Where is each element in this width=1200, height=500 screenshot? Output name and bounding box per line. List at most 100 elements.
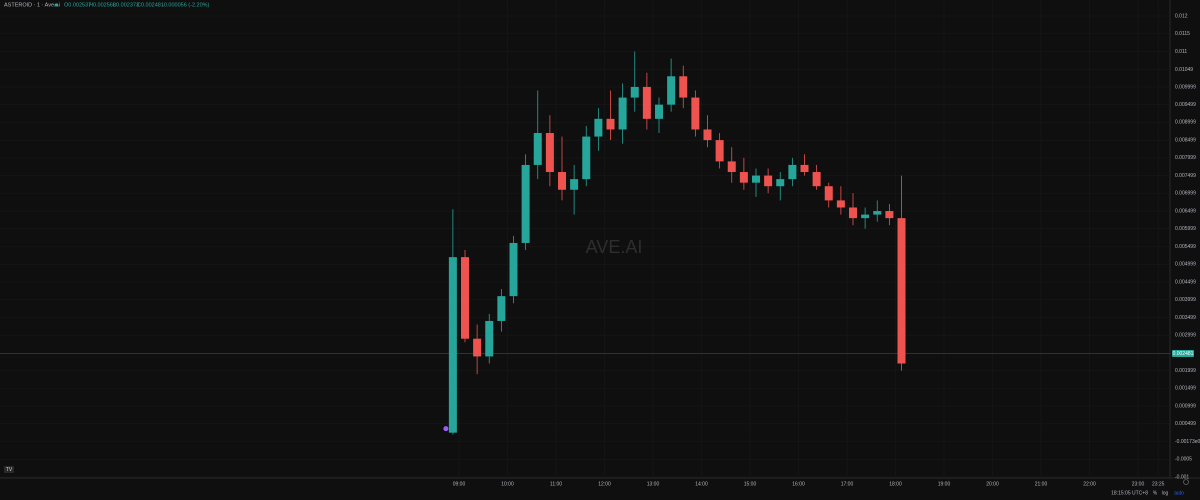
candles bbox=[0, 51, 1170, 435]
y-tick-label: 0.000499 bbox=[1175, 421, 1196, 427]
candle-body bbox=[473, 338, 482, 357]
y-tick-label: 0.009999 bbox=[1175, 84, 1196, 90]
candle-body bbox=[691, 97, 700, 130]
ohlc-open: O0.002537 bbox=[64, 2, 91, 8]
candle-body bbox=[727, 161, 736, 173]
candle-body bbox=[630, 86, 639, 98]
y-tick-label: 0.005499 bbox=[1175, 244, 1196, 250]
candle-body bbox=[533, 133, 542, 165]
candle-body bbox=[558, 172, 566, 190]
candle-body bbox=[642, 86, 651, 119]
y-tick-label: 0.007499 bbox=[1175, 173, 1196, 179]
candle-body bbox=[873, 211, 882, 215]
candle-body bbox=[545, 133, 554, 173]
ohlc-close: C0.002481 bbox=[137, 2, 164, 8]
last-price-box bbox=[1172, 350, 1194, 358]
x-tick-label: 12:00 bbox=[598, 481, 611, 487]
candle-body bbox=[667, 76, 676, 105]
y-tick-label: 0.001499 bbox=[1175, 386, 1196, 392]
x-tick-label: 13:00 bbox=[647, 481, 660, 487]
x-tick-label: 18:00 bbox=[889, 481, 902, 487]
tv-logo: TV bbox=[4, 466, 14, 473]
y-tick-label: 0.0115 bbox=[1175, 31, 1190, 37]
y-tick-label: 0.004499 bbox=[1175, 279, 1196, 285]
x-tick-label: 16:00 bbox=[792, 481, 805, 487]
y-tick-label: 0.001999 bbox=[1175, 368, 1196, 374]
candle-body bbox=[461, 257, 469, 339]
x-tick-label: 10:00 bbox=[501, 481, 514, 487]
clock: 18:15:05 UTC+8 bbox=[1111, 490, 1148, 496]
y-tick-label: 0.006499 bbox=[1175, 208, 1196, 214]
symbol: ASTEROID · 1 · Ave.ai bbox=[4, 2, 60, 8]
candle-body bbox=[582, 136, 591, 180]
x-tick-label: 15:00 bbox=[744, 481, 757, 487]
log-toggle[interactable]: log bbox=[1162, 490, 1169, 496]
x-tick-label: 22:00 bbox=[1083, 481, 1096, 487]
y-tick-label: 0.000999 bbox=[1175, 403, 1196, 409]
settings-icon[interactable] bbox=[1183, 479, 1189, 485]
y-tick-label: 0.004999 bbox=[1175, 262, 1196, 268]
y-tick-label: -0.0005 bbox=[1175, 457, 1192, 463]
y-tick-label: 0.009499 bbox=[1175, 102, 1196, 108]
watermark: AVE.AI bbox=[586, 237, 643, 257]
candle-body bbox=[849, 207, 857, 219]
x-tick-label: 21:00 bbox=[1035, 481, 1048, 487]
candle-body bbox=[618, 97, 627, 130]
auto-toggle[interactable]: auto bbox=[1174, 490, 1184, 496]
y-tick-label: 0.008999 bbox=[1175, 120, 1196, 126]
y-tick-label: 0.005999 bbox=[1175, 226, 1196, 232]
candle-body bbox=[655, 104, 663, 119]
x-tick-label: 17:00 bbox=[841, 481, 854, 487]
percent-toggle[interactable]: % bbox=[1153, 490, 1158, 496]
candle-body bbox=[824, 186, 833, 201]
candle-body bbox=[703, 129, 712, 141]
candle-body bbox=[521, 164, 530, 243]
ohlc-change: -0.000056 (-2.20%) bbox=[162, 2, 210, 8]
svg-text:TV: TV bbox=[6, 467, 13, 473]
y-tick-label: -0.001 bbox=[1175, 474, 1189, 480]
candle-body bbox=[509, 242, 518, 297]
ohlc-high: H0.002568 bbox=[89, 2, 116, 8]
candle-body bbox=[739, 172, 748, 183]
y-tick-label: 0.007999 bbox=[1175, 155, 1196, 161]
status-dot bbox=[54, 3, 58, 7]
candle-body bbox=[885, 211, 894, 219]
candle-body bbox=[800, 164, 809, 173]
x-tick-label: 23:25 bbox=[1152, 481, 1165, 487]
candle-body bbox=[788, 164, 797, 180]
candle-body bbox=[861, 214, 870, 219]
y-tick-label: 0.008499 bbox=[1175, 137, 1196, 143]
candle-body bbox=[679, 76, 688, 98]
candle-body bbox=[836, 200, 845, 208]
candle-body bbox=[497, 296, 506, 321]
x-tick-label: 19:00 bbox=[938, 481, 951, 487]
y-tick-label: 0.01049 bbox=[1175, 67, 1193, 73]
x-tick-label: 11:00 bbox=[550, 481, 562, 487]
y-tick-label: 0.003999 bbox=[1175, 297, 1196, 303]
candle-body bbox=[570, 179, 579, 190]
candle-body bbox=[594, 118, 603, 137]
candle-body bbox=[485, 320, 494, 357]
last-price-label: 0.002481 bbox=[1173, 351, 1194, 357]
candle-body bbox=[812, 172, 821, 187]
y-tick-label: 0.006999 bbox=[1175, 191, 1196, 197]
y-tick-label: 0.003499 bbox=[1175, 315, 1196, 321]
y-tick-label: 0.012 bbox=[1175, 13, 1188, 19]
start-marker bbox=[443, 426, 449, 432]
candle-body bbox=[715, 140, 724, 162]
x-tick-label: 23:00 bbox=[1132, 481, 1145, 487]
y-tick-label: 0.011 bbox=[1175, 49, 1187, 55]
candle-body bbox=[752, 175, 760, 183]
candle-body bbox=[448, 257, 457, 433]
candle-body bbox=[897, 218, 906, 364]
x-tick-label: 20:00 bbox=[986, 481, 999, 487]
ohlc-low: L0.002373 bbox=[113, 2, 139, 8]
x-tick-label: 14:00 bbox=[695, 481, 708, 487]
x-tick-label: 09:00 bbox=[453, 481, 466, 487]
candle-body bbox=[776, 179, 785, 187]
candle-body bbox=[764, 175, 773, 187]
candle-body bbox=[606, 118, 615, 130]
y-tick-label: -0.00173e018 bbox=[1175, 439, 1200, 445]
